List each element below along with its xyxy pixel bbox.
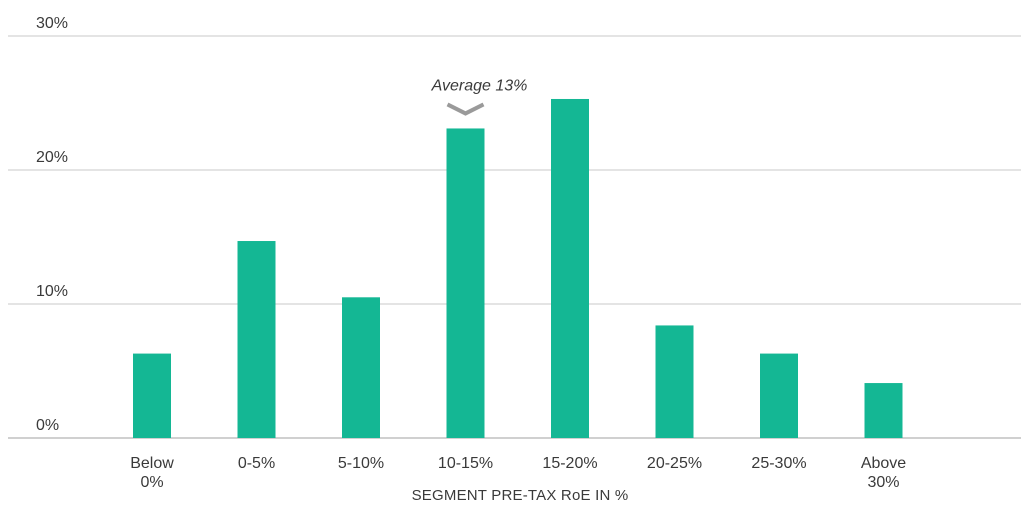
x-tick-label: 20-25%: [647, 455, 702, 472]
average-annotation: Average 13%: [431, 77, 528, 116]
x-axis-ticks: Below 0% 0-5% 5-10% 10-15% 15-20% 20-25% 25-30%…: [130, 455, 906, 491]
x-tick-label: 0-5%: [238, 455, 275, 472]
x-tick-label: Below 0%: [130, 455, 174, 491]
bar: [864, 383, 903, 438]
y-tick-label: 0%: [36, 417, 59, 434]
x-tick-label: 5-10%: [338, 455, 384, 472]
x-axis-label: SEGMENT PRE-TAX RoE IN %: [412, 487, 629, 504]
annotation-label: Average 13%: [431, 77, 528, 94]
x-tick-label: 15-20%: [542, 455, 597, 472]
y-tick-label: 10%: [36, 283, 68, 300]
bar: [446, 128, 485, 438]
bar: [551, 98, 589, 438]
y-tick-label: 20%: [36, 149, 68, 166]
chevron-down-icon: [446, 102, 485, 116]
x-tick-label: Above 30%: [861, 455, 906, 491]
x-tick-label: 25-30%: [751, 455, 806, 472]
x-tick-label: 10-15%: [438, 455, 493, 472]
bar: [760, 353, 798, 438]
bar: [133, 353, 171, 438]
bar: [655, 325, 694, 438]
bar: [342, 297, 380, 438]
y-tick-label: 30%: [36, 15, 68, 32]
gridlines: [8, 35, 1021, 439]
y-axis-ticks: 0% 10% 20% 30%: [36, 15, 68, 434]
bars: [133, 98, 903, 438]
bar: [237, 241, 276, 438]
